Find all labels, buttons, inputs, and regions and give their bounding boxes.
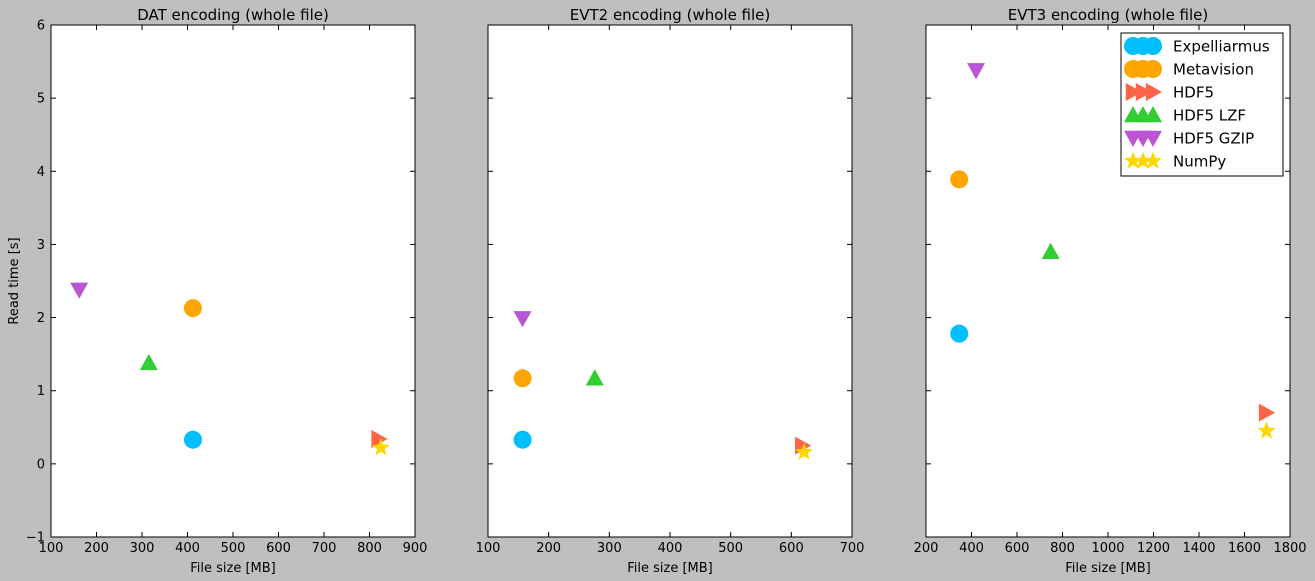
x-tick-label: 600 (266, 541, 291, 556)
chart-panel-1: 100 200 300 400 500 600 700 800 900 −1 0 1 2 3 4 5 6 DAT … (7, 6, 427, 576)
x-tick-label: 600 (779, 541, 804, 556)
chart-title: DAT encoding (whole file) (137, 6, 329, 24)
x-tick-label: 500 (718, 541, 743, 556)
x-axis-label: File size [MB] (190, 561, 276, 576)
x-tick-label: 400 (658, 541, 683, 556)
x-tick-label: 100 (476, 541, 501, 556)
y-tick-label: 2 (37, 311, 45, 326)
x-tick-label: 300 (130, 541, 155, 556)
legend-marker-numpy (1134, 151, 1152, 169)
data-point-expelliarmus (183, 430, 202, 449)
data-point-hdf5-gzip (70, 282, 89, 299)
legend-marker-hdf5 (1145, 83, 1162, 101)
plot-frame (487, 24, 853, 538)
legend-marker-hdf5-gzip (1144, 130, 1162, 147)
x-tick-label: 1000 (1091, 541, 1124, 556)
data-point-numpy (795, 442, 814, 460)
data-point-expelliarmus (513, 430, 532, 449)
y-tick-label: 3 (37, 238, 45, 253)
legend-marker-hdf5 (1135, 83, 1152, 101)
data-point-metavision (513, 369, 532, 388)
legend-label-hdf5-lzf: HDF5 LZF (1173, 107, 1246, 125)
y-tick-label: 1 (37, 384, 45, 399)
legend-marker-numpy (1144, 151, 1162, 169)
chart-panel-3: 200 400 600 800 1000 1200 1400 1600 1800 EVT3 enc… (914, 6, 1307, 576)
y-tick-label: 0 (37, 457, 45, 472)
data-point-hdf5-lzf (585, 369, 604, 386)
x-tick-label: 200 (914, 541, 939, 556)
chart-panel-2: 100 200 300 400 500 600 700 EVT2 encoding (whol… (476, 6, 865, 576)
y-tick-label: 4 (37, 165, 45, 180)
x-tick-label: 700 (840, 541, 865, 556)
x-tick-label: 600 (1005, 541, 1030, 556)
data-point-hdf5-gzip (967, 63, 986, 80)
x-tick-label: 500 (221, 541, 246, 556)
x-tick-label: 1600 (1228, 541, 1261, 556)
x-tick-label: 1200 (1137, 541, 1170, 556)
x-tick-label: 200 (536, 541, 561, 556)
y-tick-label: 5 (37, 92, 45, 107)
legend-label-hdf5-gzip: HDF5 GZIP (1173, 130, 1254, 148)
x-tick-label: 1400 (1182, 541, 1215, 556)
x-axis-label: File size [MB] (1065, 561, 1151, 576)
x-tick-label: 400 (175, 541, 200, 556)
x-tick-label: 400 (959, 541, 984, 556)
x-tick-label: 800 (1050, 541, 1075, 556)
data-point-metavision (183, 299, 202, 318)
chart-title: EVT3 encoding (whole file) (1008, 6, 1209, 24)
y-axis-label: Read time [s] (7, 237, 22, 324)
data-point-numpy (1257, 421, 1276, 439)
legend-box (1120, 32, 1284, 177)
legend-label-expelliarmus: Expelliarmus (1173, 38, 1270, 56)
data-point-expelliarmus (950, 324, 969, 343)
data-point-numpy (371, 438, 390, 456)
x-tick-label: 300 (597, 541, 622, 556)
legend-label-numpy: NumPy (1173, 153, 1226, 171)
legend-marker-hdf5-lzf (1144, 106, 1162, 123)
y-tick-label: −1 (26, 531, 45, 546)
data-point-hdf5 (1258, 403, 1276, 422)
legend-marker-metavision (1144, 60, 1162, 78)
chart-title: EVT2 encoding (whole file) (570, 6, 771, 24)
data-point-metavision (950, 170, 969, 189)
legend: Expelliarmus Metavision HDF5 HDF5 LZF HDF5 G… (1120, 32, 1284, 177)
x-axis-label: File size [MB] (627, 561, 713, 576)
x-tick-label: 200 (84, 541, 109, 556)
x-tick-label: 700 (312, 541, 337, 556)
plot-area (51, 25, 415, 537)
x-tick-label: 900 (403, 541, 428, 556)
legend-label-metavision: Metavision (1173, 61, 1254, 79)
data-point-hdf5 (371, 429, 388, 448)
legend-marker-numpy (1124, 151, 1142, 169)
x-tick-label: 800 (357, 541, 382, 556)
x-tick-label: 100 (39, 541, 64, 556)
data-point-hdf5-lzf (139, 353, 158, 371)
data-point-hdf5-lzf (1041, 242, 1060, 259)
x-tick-label: 1800 (1273, 541, 1306, 556)
legend-label-hdf5: HDF5 (1173, 84, 1214, 102)
plot-frame (50, 24, 416, 538)
plot-area (488, 25, 852, 537)
y-tick-label: 6 (37, 19, 45, 34)
legend-marker-hdf5 (1125, 83, 1142, 101)
legend-marker-expelliarmus (1144, 37, 1162, 55)
data-point-hdf5-gzip (513, 311, 532, 328)
plot-frame (925, 24, 1291, 538)
